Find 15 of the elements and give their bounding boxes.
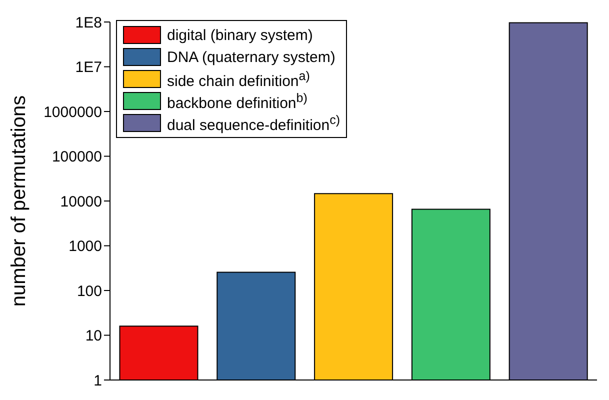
legend-label: dual sequence-definition$^{c)}$	[167, 112, 340, 134]
legend-label: DNA (quaternary system)	[167, 48, 336, 66]
y-axis-title: number of permutations	[8, 95, 30, 307]
y-tick-label: 100000	[52, 148, 102, 166]
legend-label: digital (binary system)	[167, 26, 313, 44]
y-tick-label: 10000	[60, 193, 102, 210]
y-tick-label: 1E7	[75, 59, 102, 76]
y-tick-label: 1	[94, 372, 102, 390]
y-tick-label: 1000	[68, 238, 102, 256]
legend-label: side chain definition$^{a)}$	[167, 68, 310, 90]
y-tick-label: 1000000	[44, 104, 102, 121]
y-tick-label: 100	[76, 282, 102, 300]
legend-label: backbone definition$^{b)}$	[167, 90, 308, 112]
y-tick-label: 10	[85, 328, 102, 345]
y-tick-label: 1E8	[75, 14, 102, 32]
